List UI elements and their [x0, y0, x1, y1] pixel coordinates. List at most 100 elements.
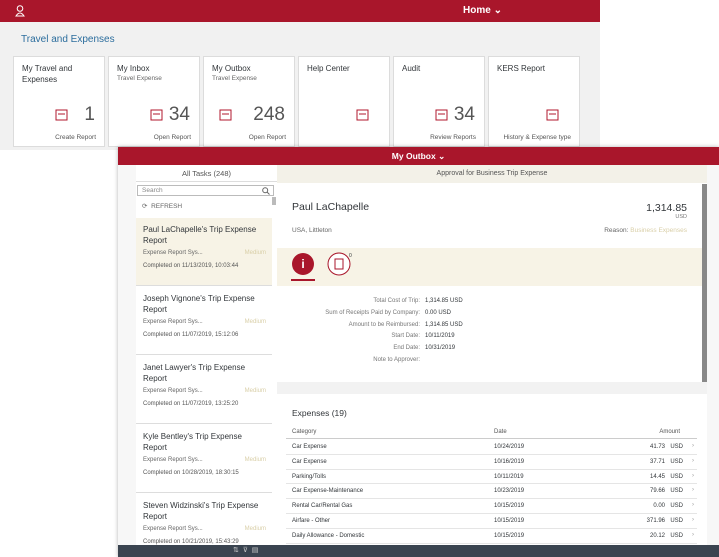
- footer-icons[interactable]: ⇅ ⊽ ▤: [233, 547, 259, 554]
- tile[interactable]: My Inbox Travel Expense 34 Open Report: [108, 56, 200, 147]
- item-type: Expense Report Sys...: [143, 388, 203, 394]
- list-item[interactable]: Janet Lawyer's Trip Expense Report Expens…: [136, 356, 272, 424]
- expense-currency: USD: [670, 518, 683, 524]
- tile-icon: [150, 109, 163, 121]
- item-completed: Completed on 11/07/2019, 15:12:06: [143, 332, 239, 338]
- reason: Reason: Business Expenses: [604, 227, 687, 234]
- expense-category: Daily Allowance - Domestic: [292, 532, 365, 539]
- item-title: Janet Lawyer's Trip Expense Report: [143, 363, 246, 383]
- home-menu[interactable]: Home ⌄: [463, 5, 502, 16]
- list-item[interactable]: Kyle Bentley's Trip Expense Report Expens…: [136, 425, 272, 493]
- reason-value: Business Expenses: [630, 227, 687, 234]
- group-title: Travel and Expenses: [21, 34, 115, 45]
- field-value: 10/31/2019: [425, 345, 456, 352]
- list-item[interactable]: Joseph Vignone's Trip Expense Report Expe…: [136, 287, 272, 355]
- tile[interactable]: Help Center: [298, 56, 390, 147]
- svg-text:i: i: [301, 257, 304, 271]
- list-header: All Tasks (248): [136, 165, 277, 182]
- tile[interactable]: Audit 34 Review Reports: [393, 56, 485, 147]
- column-header: Category: [292, 429, 317, 435]
- launchpad: Home ⌄ Travel and Expenses My Travel and…: [0, 0, 600, 150]
- item-type: Expense Report Sys...: [143, 526, 203, 532]
- field-value: 1,314.85 USD: [425, 321, 463, 328]
- expense-amount: 0.00: [653, 503, 665, 510]
- item-priority: Medium: [244, 319, 266, 325]
- table-header: Category Date Amount: [286, 427, 697, 439]
- item-title: Steven Widzinski's Trip Expense Report: [143, 501, 259, 521]
- tile-icon: [435, 109, 448, 121]
- expense-currency: USD: [670, 444, 683, 450]
- tile-footer: Open Report: [248, 134, 286, 141]
- total-amount: 1,314.85: [646, 202, 687, 214]
- item-completed: Completed on 11/13/2019, 10:03:44: [143, 263, 239, 269]
- column-header: Date: [494, 429, 507, 435]
- tabs[interactable]: i: [291, 252, 371, 282]
- expense-row[interactable]: Parking/Tolls 10/11/2019 14.45 USD ›: [286, 470, 697, 485]
- row-chevron: ›: [692, 517, 694, 523]
- row-chevron: ›: [692, 472, 694, 479]
- icon-tab-bar: i 0: [277, 248, 707, 286]
- tile-title: My Inbox: [117, 64, 150, 73]
- outbox-bar[interactable]: My Outbox ⌄: [118, 147, 719, 165]
- expense-amount: 37.71: [649, 458, 665, 465]
- expense-category: Car Expense-Maintenance: [292, 488, 364, 495]
- row-chevron: ›: [692, 502, 694, 509]
- column-header: Amount: [659, 429, 680, 435]
- detail-header: Approval for Business Trip Expense: [277, 165, 707, 183]
- tile-number: 1: [84, 104, 95, 125]
- tile-icon: [356, 109, 369, 121]
- search-field[interactable]: Search: [137, 185, 274, 196]
- tile-footer: History & Expense type: [503, 134, 571, 141]
- tile-title: My Outbox: [212, 64, 251, 73]
- tile[interactable]: My Outbox Travel Expense 248 Open Report: [203, 56, 295, 147]
- section-gap: [277, 382, 707, 394]
- tile-footer: Open Report: [153, 134, 191, 141]
- footer-bar: ⇅ ⊽ ▤: [118, 545, 719, 557]
- tile[interactable]: My Travel and Expenses 1 Create Report: [13, 56, 105, 147]
- user-icon[interactable]: [15, 5, 25, 17]
- item-priority: Medium: [244, 526, 266, 532]
- expense-row[interactable]: Car Expense-Maintenance 10/23/2019 79.66 US…: [286, 484, 697, 500]
- refresh-button[interactable]: ⟳ REFRESH: [142, 203, 183, 210]
- expense-row[interactable]: Rental Car/Rental Gas 10/15/2019 0.00 USD ›: [286, 499, 697, 514]
- expense-date: 10/15/2019: [494, 503, 525, 510]
- detail-scrollbar: [702, 184, 707, 382]
- expense-category: Airfare - Other: [292, 518, 331, 524]
- item-completed: Completed on 11/07/2019, 13:25:20: [143, 401, 239, 407]
- tile-number: 34: [168, 104, 190, 125]
- tile-title: My Travel and Expenses: [22, 64, 73, 84]
- expenses-title: Expenses (19): [292, 408, 347, 418]
- tile-title: Help Center: [307, 64, 350, 73]
- expense-row[interactable]: Airfare - Other 10/15/2019 371.96 USD ›: [286, 514, 697, 529]
- field-value: 0.00 USD: [425, 309, 452, 316]
- tile[interactable]: KERS Report History & Expense type: [488, 56, 580, 147]
- list-item[interactable]: Paul LaChapelle's Trip Expense Report Exp…: [136, 218, 272, 286]
- item-completed: Completed on 10/28/2019, 18:30:15: [143, 470, 239, 476]
- item-priority: Medium: [244, 250, 266, 256]
- item-type: Expense Report Sys...: [143, 319, 203, 325]
- expense-date: 10/23/2019: [494, 488, 525, 495]
- item-type: Expense Report Sys...: [143, 457, 203, 463]
- expense-category: Car Expense: [292, 458, 327, 465]
- total-currency: USD: [675, 214, 687, 220]
- requester-name: Paul LaChapelle: [292, 201, 370, 213]
- list-item[interactable]: Steven Widzinski's Trip Expense Report Ex…: [136, 494, 272, 545]
- field-value: 10/11/2019: [425, 333, 455, 340]
- expense-amount: 41.73: [649, 444, 665, 450]
- expense-row[interactable]: Car Expense 10/16/2019 37.71 USD ›: [286, 455, 697, 470]
- field-label: Total Cost of Trip:: [373, 298, 420, 304]
- home-label: Home: [463, 5, 491, 16]
- tile-title: Audit: [402, 64, 421, 73]
- field-label: Start Date:: [391, 333, 420, 340]
- expense-currency: USD: [670, 458, 683, 465]
- tile-footer: Review Reports: [430, 134, 476, 141]
- tile-icon: [55, 109, 68, 121]
- expense-amount: 371.96: [646, 518, 665, 524]
- expense-row[interactable]: Daily Allowance - Domestic 10/15/2019 20.1…: [286, 529, 697, 544]
- search-placeholder: Search: [142, 187, 163, 194]
- expense-currency: USD: [670, 473, 683, 480]
- field-label: Note to Approver:: [373, 357, 420, 363]
- tile-title: KERS Report: [497, 64, 546, 73]
- expense-row[interactable]: Car Expense 10/24/2019 41.73 USD ›: [286, 440, 697, 455]
